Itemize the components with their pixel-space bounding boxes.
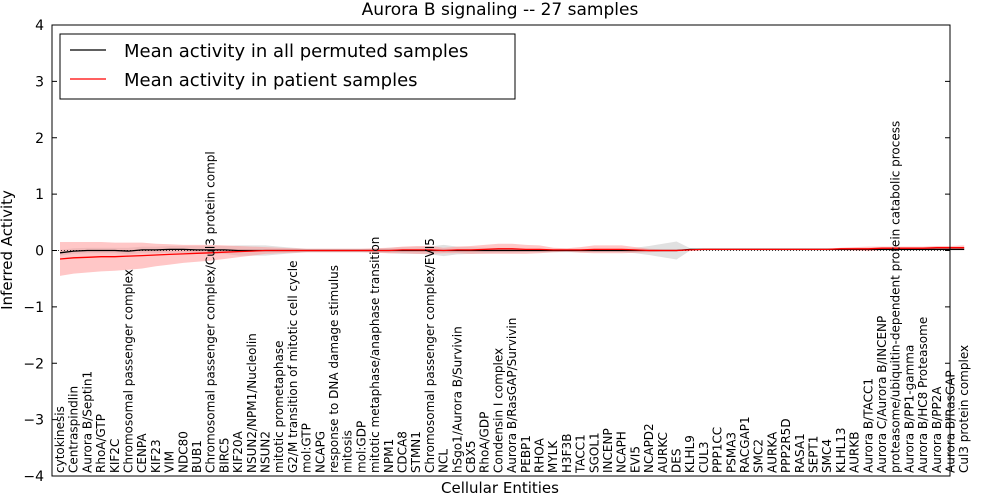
x-category-label: STMN1	[409, 431, 423, 473]
y-tick-label: −2	[23, 356, 44, 372]
x-category-label: PEBP1	[519, 435, 533, 473]
x-category-label: KIF2C	[108, 439, 122, 473]
x-category-label: AURKB	[848, 432, 862, 473]
x-category-label: mitosis	[341, 430, 355, 473]
y-tick-label: 1	[35, 187, 44, 203]
x-category-label: RhoA/GTP	[94, 414, 108, 473]
x-category-label: Chromosomal passenger complex/EVI5	[423, 238, 437, 473]
x-category-label: PPP2R5D	[779, 418, 793, 473]
x-category-label: response to DNA damage stimulus	[327, 265, 341, 473]
x-category-label: KLHL9	[683, 435, 697, 473]
y-tick-label: −3	[23, 413, 44, 429]
x-category-label: Aurora C/Aurora B/INCENP	[875, 316, 889, 473]
y-tick-label: −1	[23, 300, 44, 316]
x-category-label: cytokinesis	[53, 406, 67, 473]
x-category-label: KIF23	[149, 439, 163, 473]
x-category-label: PPP1CC	[711, 427, 725, 473]
x-category-label: Aurora B/RasGAP/Survivin	[505, 318, 519, 473]
x-category-label: Aurora B/HC8 Proteasome	[916, 317, 930, 473]
y-tick-label: 3	[35, 74, 44, 90]
x-category-label: SMC4	[820, 439, 834, 473]
x-category-label: MYLK	[546, 440, 560, 473]
x-category-label: CENPA	[135, 433, 149, 473]
x-category-label: Chromosomal passenger complex	[122, 269, 136, 473]
x-axis-label: Cellular Entities	[441, 479, 559, 497]
x-category-label: INCENP	[601, 428, 615, 473]
x-category-label: BIRC5	[217, 437, 231, 473]
x-category-label: VIM	[163, 451, 177, 473]
x-category-labels: cytokinesis Centraspindlin Aurora B/Septin…	[53, 121, 971, 474]
x-category-label: NCL	[437, 449, 451, 473]
y-axis-label: Inferred Activity	[0, 190, 16, 310]
x-category-label: Aurora B/TACC1	[861, 378, 875, 473]
x-category-label: Cul3 protein complex	[957, 345, 971, 473]
x-category-label: KIF20A	[231, 430, 245, 473]
x-category-label: DES	[670, 449, 684, 473]
legend: Mean activity in all permuted samples Me…	[59, 33, 516, 100]
legend-label-patient: Mean activity in patient samples	[124, 70, 418, 91]
x-category-label: Aurora B/RasGAP	[944, 370, 958, 473]
chart-title: Aurora B signaling -- 27 samples	[362, 0, 639, 20]
x-category-label: CBX5	[464, 441, 478, 473]
x-category-label: NDC80	[176, 431, 190, 473]
y-tick-label: −4	[23, 469, 44, 485]
y-axis: −4 −3 −2 −1 0 1 2 3 4	[23, 18, 950, 485]
x-category-label: SEPT1	[807, 436, 821, 473]
x-category-label: RhoA/GDP	[478, 412, 492, 473]
x-category-label: NCAPD2	[642, 423, 656, 473]
x-category-label: mitotic prometaphase	[272, 341, 286, 474]
x-category-label: CUL3	[697, 442, 711, 473]
x-category-label: TACC1	[574, 434, 588, 474]
x-category-label: SMC2	[752, 439, 766, 473]
x-category-label: PSMA3	[724, 432, 738, 473]
legend-box	[59, 33, 516, 100]
y-tick-label: 2	[35, 131, 44, 147]
x-category-label: mitotic metaphase/anaphase transition	[368, 237, 382, 473]
y-tick-label: 0	[35, 244, 44, 260]
x-category-label: Aurora B/Septin1	[80, 371, 94, 473]
x-category-label: Condensin I complex	[491, 348, 505, 473]
x-category-label: G2/M transition of mitotic cell cycle	[286, 260, 300, 473]
x-category-label: RASA1	[793, 433, 807, 473]
plot-area	[52, 241, 965, 276]
x-category-label: EVI5	[628, 446, 642, 473]
x-category-label: mol:GTP	[300, 423, 314, 473]
x-category-label: NPM1	[382, 439, 396, 473]
x-category-label: NSUN2/NPM1/Nucleolin	[245, 333, 259, 473]
x-category-label: Centraspindlin	[67, 386, 81, 473]
x-category-label: proteasome/ubiquitin-dependent protein c…	[889, 121, 903, 473]
x-category-label: AURKC	[656, 432, 670, 473]
x-category-label: NSUN2	[259, 431, 273, 473]
y-tick-label: 4	[35, 18, 44, 34]
x-category-label: KLHL13	[834, 427, 848, 473]
x-category-label: NCAPG	[313, 431, 327, 473]
x-category-label: H3F3B	[560, 434, 574, 473]
confidence-band-patient	[60, 242, 965, 276]
x-category-label: hSgo1/Aurora B/Survivin	[450, 326, 464, 473]
x-category-label: CDCA8	[396, 431, 410, 473]
x-category-label: NCAPH	[615, 431, 629, 473]
x-category-label: Aurora B/PP2A	[930, 386, 944, 473]
x-category-label: RACGAP1	[738, 416, 752, 473]
x-category-label: BUB1	[190, 440, 204, 473]
x-category-label: Chromosomal passenger complex/Cul3 prote…	[204, 151, 218, 473]
x-category-label: RHOA	[533, 437, 547, 473]
legend-label-permuted: Mean activity in all permuted samples	[124, 41, 468, 62]
x-category-label: mol:GDP	[354, 421, 368, 473]
x-category-label: AURKA	[765, 431, 779, 473]
x-category-label: Aurora B/PP1-gamma	[902, 345, 916, 473]
series-line-patient	[59, 247, 965, 260]
x-category-label: SGOL1	[587, 432, 601, 473]
